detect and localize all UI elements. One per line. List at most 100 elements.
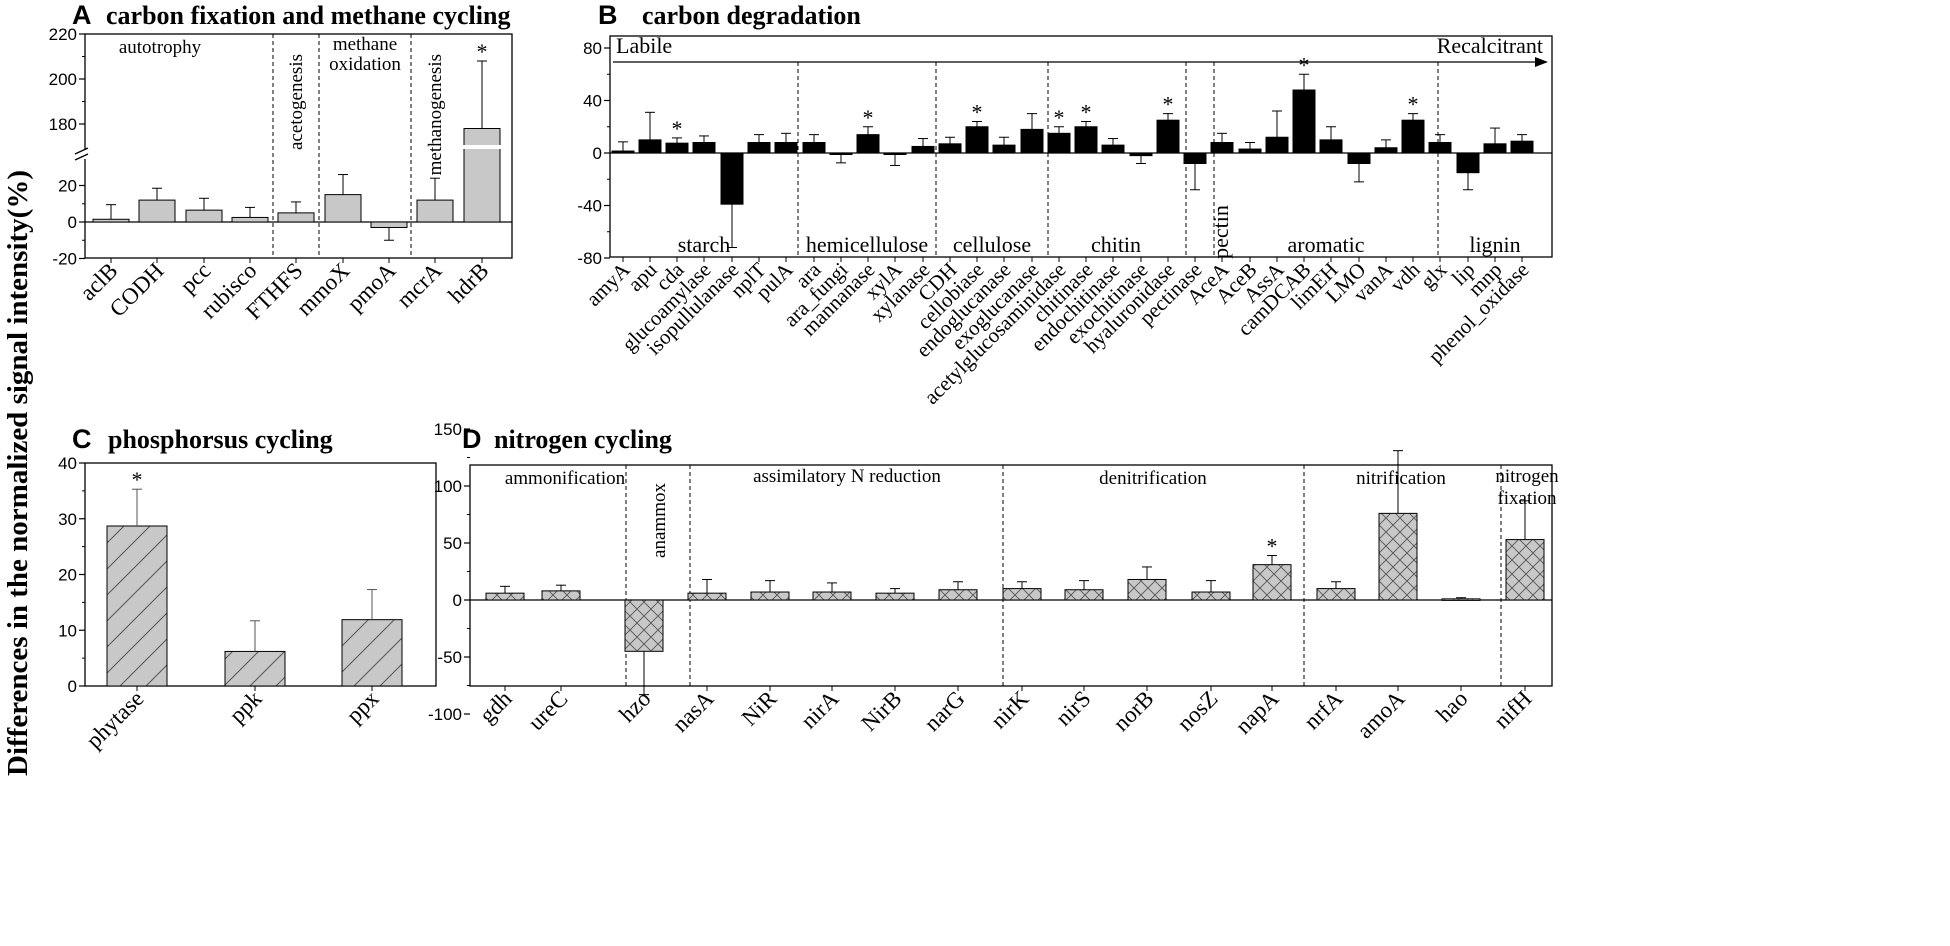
bar-nplT bbox=[747, 142, 771, 154]
bar-exochitinase bbox=[1129, 152, 1153, 157]
bar-narG bbox=[938, 589, 978, 601]
group-label: acetogenesis bbox=[286, 54, 307, 150]
bar-napA bbox=[1252, 564, 1292, 601]
bar-endoglucanase bbox=[992, 144, 1016, 154]
bar-norB bbox=[1127, 578, 1167, 601]
bar-acetylglucosaminidase bbox=[1047, 132, 1071, 154]
gradient-end-label: Recalcitrant bbox=[1437, 33, 1543, 58]
y-tick-label: -80 bbox=[577, 249, 602, 268]
panel-letter: C bbox=[72, 424, 92, 454]
bar-ppk bbox=[224, 650, 286, 687]
bar-vdh bbox=[1401, 119, 1425, 154]
bar-mcrA bbox=[416, 199, 454, 223]
chart-title: nitrogen cycling bbox=[494, 425, 672, 454]
y-tick-label: 0 bbox=[68, 213, 77, 232]
bar-mannanase bbox=[856, 134, 880, 154]
y-tick-label: 0 bbox=[453, 591, 462, 610]
y-tick-label: 40 bbox=[583, 92, 602, 111]
x-tick-label: nirK bbox=[986, 686, 1034, 734]
x-tick-label: phytase bbox=[81, 686, 148, 753]
chart-title: carbon degradation bbox=[642, 1, 861, 30]
group-label: aromatic bbox=[1288, 232, 1365, 257]
bar-ureC bbox=[541, 590, 581, 601]
x-tick-label: hzo bbox=[614, 686, 655, 727]
bar-amyA bbox=[611, 150, 635, 154]
y-tick-label: 20 bbox=[58, 177, 77, 196]
group-label: nitrogen bbox=[1495, 466, 1559, 487]
bar-chitinase bbox=[1074, 126, 1098, 154]
y-tick-label: -40 bbox=[577, 197, 602, 216]
significance-asterisk: * bbox=[1081, 100, 1092, 125]
bar-mnp bbox=[1483, 143, 1507, 154]
bar-amoA bbox=[1378, 512, 1418, 601]
bar-glucoamylase bbox=[692, 142, 716, 154]
x-tick-label: gdh bbox=[474, 686, 516, 728]
plot-frame bbox=[609, 35, 1553, 258]
y-tick-label: 80 bbox=[583, 39, 602, 58]
y-tick-label: 10 bbox=[58, 621, 77, 640]
bar-cda bbox=[665, 142, 689, 154]
significance-asterisk: * bbox=[1163, 92, 1174, 117]
panel-letter: D bbox=[462, 424, 482, 454]
bar-AceB bbox=[1238, 148, 1262, 154]
significance-asterisk: * bbox=[1054, 105, 1065, 130]
group-label: lignin bbox=[1469, 232, 1520, 257]
y-tick-label: 150 bbox=[434, 420, 462, 439]
significance-asterisk: * bbox=[972, 100, 983, 125]
significance-asterisk: * bbox=[863, 105, 874, 130]
bar-phytase bbox=[106, 525, 168, 687]
plot-frame bbox=[84, 33, 513, 259]
bar-lip bbox=[1456, 152, 1480, 174]
x-tick-label: pmoA bbox=[342, 258, 401, 317]
bar-nosZ bbox=[1191, 591, 1231, 601]
bar-limEH bbox=[1319, 139, 1343, 154]
x-tick-label: narG bbox=[919, 686, 969, 736]
bar-pectinase bbox=[1183, 152, 1207, 164]
y-tick-label: 220 bbox=[49, 25, 77, 44]
panel-letter: B bbox=[598, 0, 618, 30]
bar-CDH bbox=[938, 143, 962, 154]
x-tick-label: glx bbox=[1416, 257, 1452, 293]
group-label: pectin bbox=[1208, 205, 1233, 259]
y-tick-label: -100 bbox=[428, 705, 462, 724]
bar-LMO bbox=[1347, 152, 1371, 164]
bar-phenol_oxidase bbox=[1510, 140, 1534, 154]
bar-nirA bbox=[812, 591, 852, 601]
significance-asterisk: * bbox=[1267, 534, 1278, 559]
group-label: fixation bbox=[1497, 488, 1557, 509]
bar-pmoA bbox=[370, 221, 408, 228]
significance-asterisk: * bbox=[477, 39, 488, 64]
bar-hdrB bbox=[463, 128, 501, 223]
x-tick-label: ppk bbox=[224, 686, 266, 728]
axis-break-mark bbox=[74, 153, 89, 161]
bar-mmoX bbox=[324, 194, 362, 223]
group-label: cellulose bbox=[953, 232, 1031, 257]
bar-break-mark bbox=[463, 145, 501, 149]
bar-nrfA bbox=[1316, 588, 1356, 601]
bar-camDCAB bbox=[1292, 89, 1316, 154]
x-tick-label: mmoX bbox=[292, 258, 355, 321]
group-label: ammonification bbox=[505, 468, 626, 489]
y-tick-label: 0 bbox=[68, 677, 77, 696]
x-tick-label: nirS bbox=[1051, 686, 1096, 731]
x-tick-label: hdrB bbox=[443, 258, 493, 308]
bar-NiR bbox=[750, 591, 790, 601]
bar-hzo bbox=[624, 599, 664, 652]
bar-gdh bbox=[485, 592, 525, 601]
x-tick-label: ureC bbox=[523, 686, 572, 735]
gradient-arrow-head bbox=[1535, 57, 1548, 67]
y-tick-label: 20 bbox=[58, 566, 77, 585]
bar-NirB bbox=[875, 592, 915, 601]
group-label: nitrification bbox=[1356, 468, 1446, 489]
x-tick-label: nifH bbox=[1489, 686, 1536, 733]
bar-glx bbox=[1428, 142, 1452, 154]
plot-frame bbox=[469, 464, 1553, 687]
y-axis-label: Differences in the normalized signal int… bbox=[2, 170, 34, 776]
bar-rubisco bbox=[231, 216, 269, 223]
y-tick-label: 30 bbox=[58, 510, 77, 529]
group-label: autotrophy bbox=[119, 37, 202, 58]
y-tick-label: 100 bbox=[434, 477, 462, 496]
x-tick-label: mcrA bbox=[392, 258, 447, 313]
